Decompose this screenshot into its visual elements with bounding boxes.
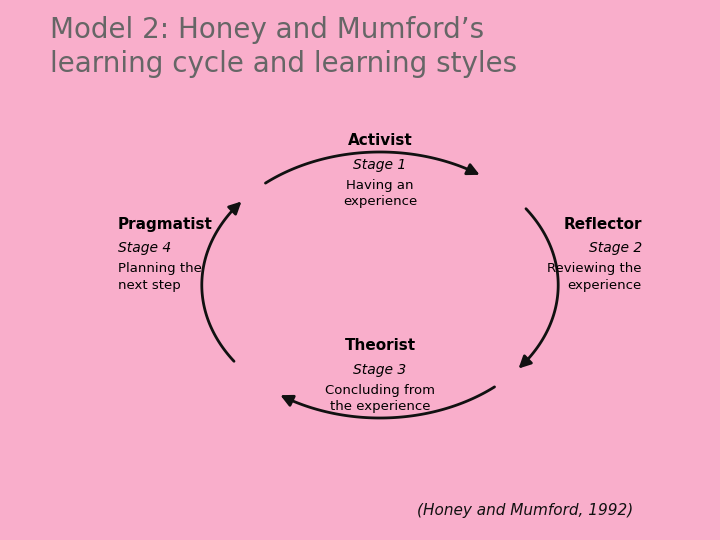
Text: Reviewing the
experience: Reviewing the experience	[547, 262, 642, 292]
Text: Stage 4: Stage 4	[118, 241, 171, 255]
Text: Activist: Activist	[348, 133, 413, 148]
Text: Having an
experience: Having an experience	[343, 179, 417, 208]
Text: Stage 2: Stage 2	[589, 241, 642, 255]
Text: Concluding from
the experience: Concluding from the experience	[325, 384, 435, 413]
Text: Pragmatist: Pragmatist	[118, 217, 213, 232]
Text: Planning the
next step: Planning the next step	[118, 262, 202, 292]
Text: Stage 1: Stage 1	[354, 158, 407, 172]
Text: Reflector: Reflector	[563, 217, 642, 232]
Text: Theorist: Theorist	[344, 338, 415, 353]
Text: Stage 3: Stage 3	[354, 363, 407, 377]
Text: Model 2: Honey and Mumford’s
learning cycle and learning styles: Model 2: Honey and Mumford’s learning cy…	[50, 16, 518, 78]
Text: (Honey and Mumford, 1992): (Honey and Mumford, 1992)	[418, 503, 634, 518]
